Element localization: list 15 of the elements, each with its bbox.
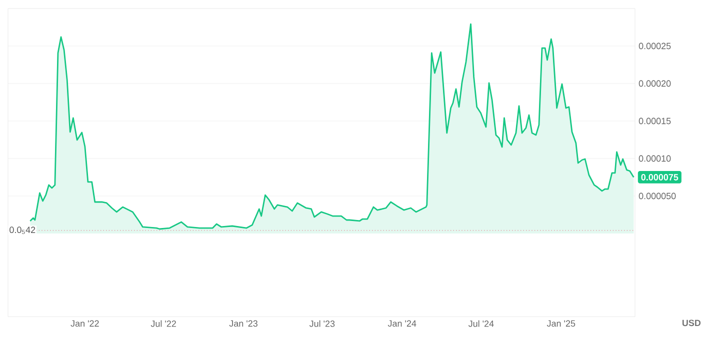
y-tick-label: 0.00010 xyxy=(638,155,671,162)
x-tick-label: Jul '23 xyxy=(309,320,335,327)
x-tick-label: Jan '22 xyxy=(70,320,99,327)
x-tick-label: Jan '24 xyxy=(388,320,416,327)
annotation: 0.000075 xyxy=(641,174,678,180)
y-axis-title: USD xyxy=(682,320,701,326)
ref-line-label: 0.0$_{5}$42 xyxy=(10,226,36,234)
y-tick-label: 0.00020 xyxy=(638,80,671,87)
x-tick-label: Jul '24 xyxy=(468,320,494,327)
y-tick-label: 0.000050 xyxy=(638,192,676,200)
y-tick-label: 0.00015 xyxy=(638,118,671,124)
x-tick-label: Jan '25 xyxy=(546,320,576,327)
y-tick-label: 0.00025 xyxy=(638,42,671,50)
x-tick-label: Jan '23 xyxy=(229,320,258,327)
x-tick-label: Jul '22 xyxy=(150,320,176,327)
